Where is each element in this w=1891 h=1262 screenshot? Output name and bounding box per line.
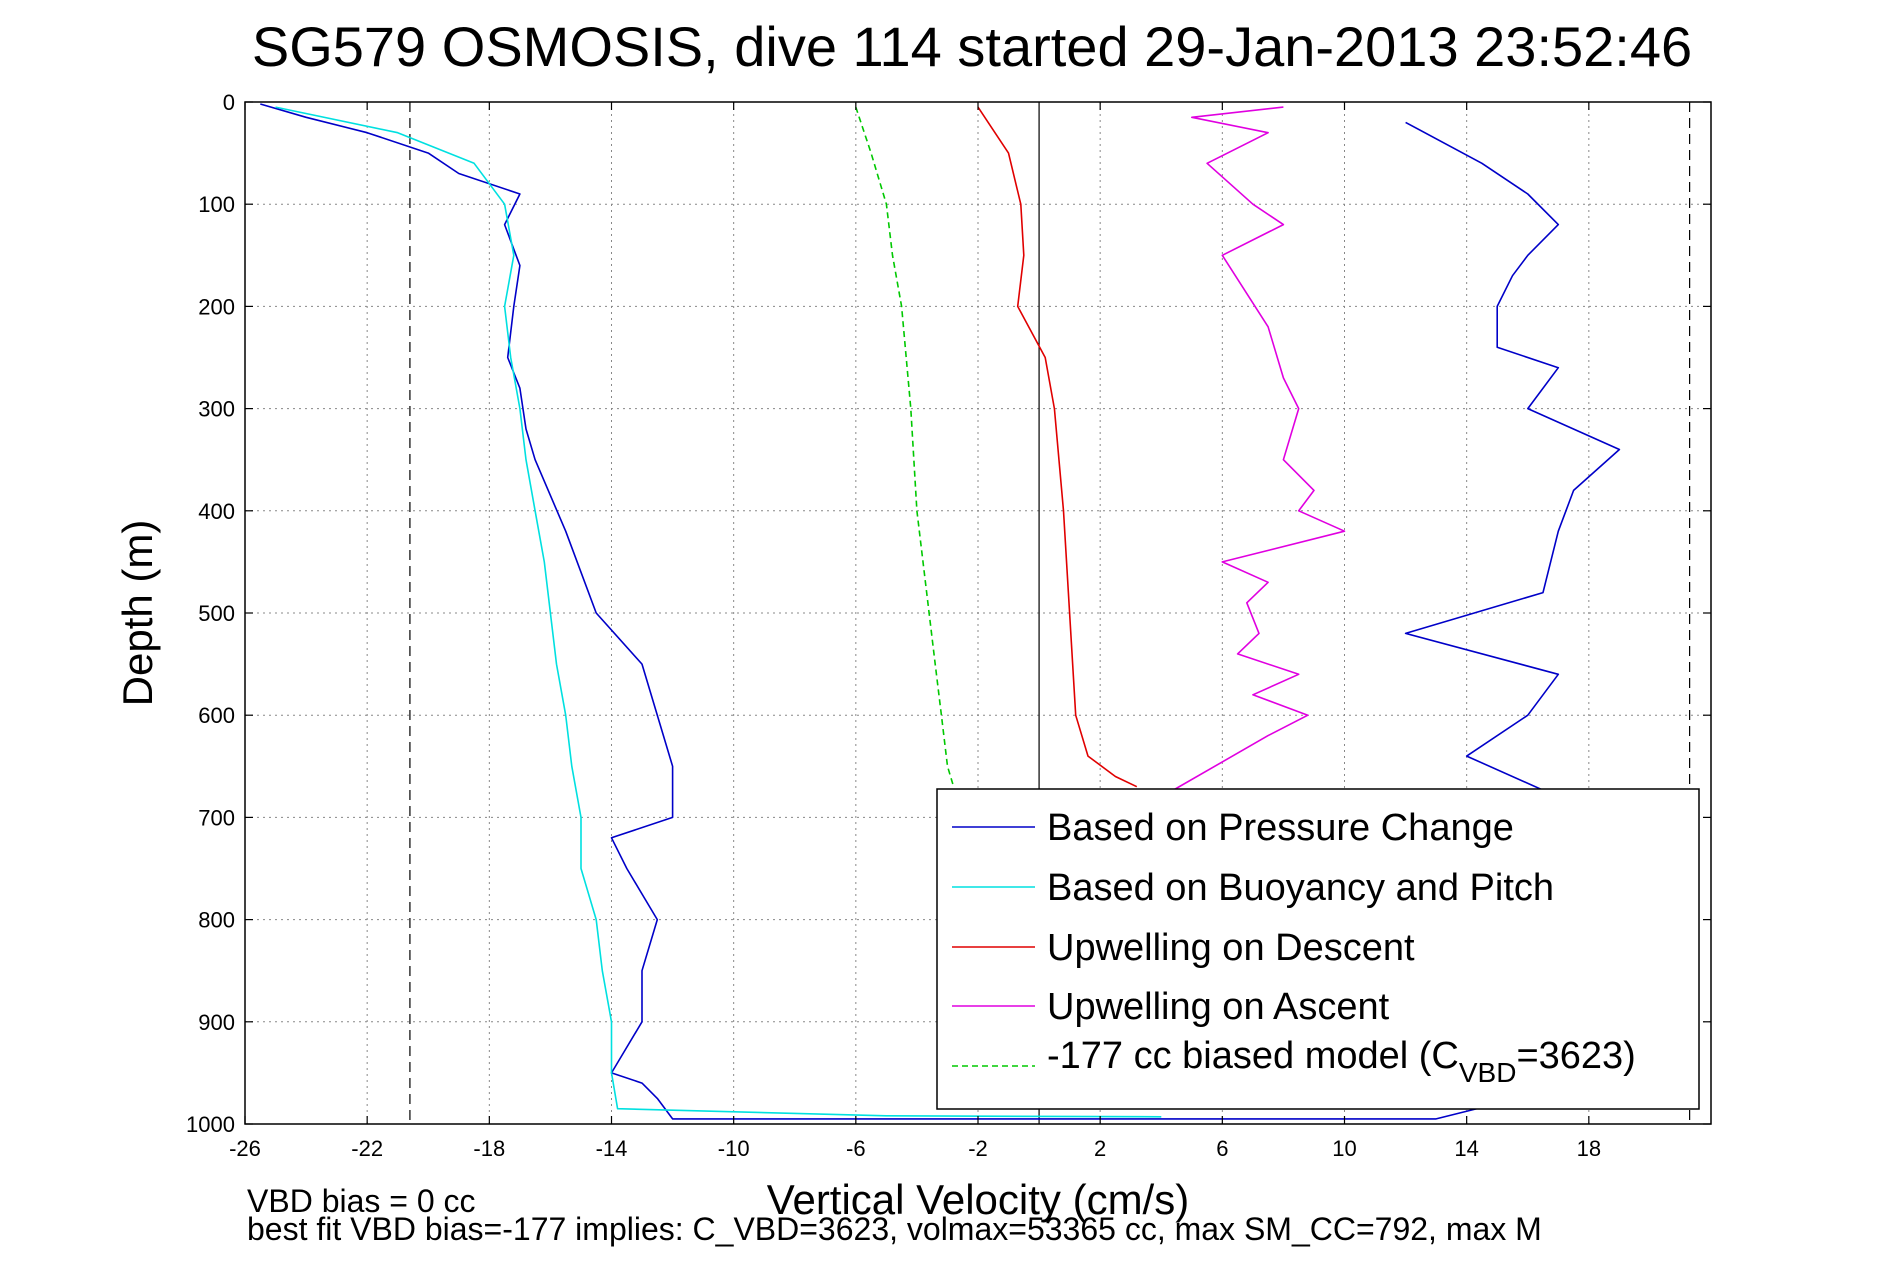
legend-label-model: -177 cc biased model (CVBD=3623): [1047, 1035, 1636, 1088]
chart-title: SG579 OSMOSIS, dive 114 started 29-Jan-2…: [252, 15, 1692, 78]
y-axis-label: Depth (m): [114, 520, 161, 707]
y-tick-label: 200: [198, 294, 235, 319]
x-tick-label: -6: [846, 1136, 866, 1161]
x-tick-label: 14: [1454, 1136, 1478, 1161]
x-tick-label: -26: [229, 1136, 261, 1161]
legend-label-pressure: Based on Pressure Change: [1047, 807, 1514, 849]
legend-box: [936, 788, 1700, 1110]
series-line-3: [1160, 106, 1346, 798]
series-line-4: [855, 106, 955, 787]
legend-label-model-sub: VBD: [1459, 1057, 1517, 1088]
y-tick-label: 900: [198, 1010, 235, 1035]
x-tick-label: 18: [1577, 1136, 1601, 1161]
x-tick-label: 6: [1216, 1136, 1228, 1161]
series-line-1: [275, 106, 1162, 1118]
legend: Based on Pressure Change Based on Buoyan…: [936, 788, 1700, 1110]
series-line-2: [977, 106, 1138, 788]
x-tick-label: -22: [351, 1136, 383, 1161]
series-line-0: [260, 103, 1621, 1120]
y-tick-label: 400: [198, 499, 235, 524]
y-ticks: 0 100 200 300 400 500 600 700 800 900 1000: [186, 90, 1711, 1137]
x-ticks: -26 -22 -18 -14 -10 -6 -2 2 6 10 14 18: [229, 102, 1601, 1161]
x-tick-label: 10: [1332, 1136, 1356, 1161]
vbd-bias-note: VBD bias = 0 cc: [247, 1183, 476, 1219]
best-fit-note: best fit VBD bias=-177 implies: C_VBD=36…: [247, 1211, 1542, 1247]
x-tick-label: -10: [718, 1136, 750, 1161]
y-tick-label: 700: [198, 805, 235, 830]
y-tick-label: 100: [198, 192, 235, 217]
x-tick-label: 2: [1094, 1136, 1106, 1161]
y-tick-label: 800: [198, 908, 235, 933]
y-tick-label: 600: [198, 703, 235, 728]
x-tick-label: -2: [968, 1136, 988, 1161]
x-tick-label: -14: [596, 1136, 628, 1161]
legend-label-ascent: Upwelling on Ascent: [1047, 986, 1390, 1028]
legend-label-buoyancy: Based on Buoyancy and Pitch: [1047, 867, 1554, 909]
x-axis-label: Vertical Velocity (cm/s): [767, 1176, 1189, 1223]
y-tick-label: 300: [198, 397, 235, 422]
x-tick-label: -18: [473, 1136, 505, 1161]
y-tick-label: 500: [198, 601, 235, 626]
y-tick-label: 1000: [186, 1112, 235, 1137]
y-tick-label: 0: [223, 90, 235, 115]
legend-label-descent: Upwelling on Descent: [1047, 927, 1415, 969]
legend-label-model-prefix: -177 cc biased model (C: [1047, 1035, 1459, 1077]
series-group: [260, 103, 1621, 1120]
legend-label-model-suffix: =3623): [1516, 1035, 1635, 1077]
